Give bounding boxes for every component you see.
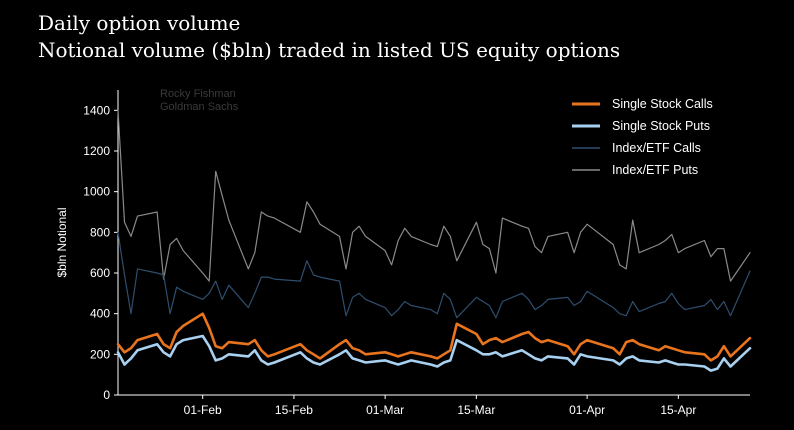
chart-axes: 0 200 400 600 800 1000 1200 1400 01-Feb 15-Feb 01-… <box>55 90 750 417</box>
x-tick-label: 15-Mar <box>457 403 495 417</box>
legend-label: Index/ETF Calls <box>612 141 701 155</box>
chart-legend: Single Stock Calls Single Stock Puts Index… <box>572 97 713 177</box>
x-tick-label: 01-Mar <box>366 403 404 417</box>
legend-label: Index/ETF Puts <box>612 163 698 177</box>
credit-text: Rocky Fishman <box>160 88 236 100</box>
y-tick-label: 800 <box>90 225 110 239</box>
y-axis-label: $bln Notional <box>55 207 69 277</box>
x-tick-label: 01-Apr <box>569 403 605 417</box>
credit-text: Goldman Sachs <box>160 101 239 113</box>
x-tick-label: 15-Apr <box>660 403 696 417</box>
y-tick-label: 1200 <box>83 144 110 158</box>
series-line-index-etf-puts <box>117 109 751 282</box>
y-tick-label: 600 <box>90 266 110 280</box>
y-tick-label: 1400 <box>83 103 110 117</box>
chart-series <box>116 109 752 372</box>
chart-title-block: Daily option volume Notional volume ($bl… <box>38 10 620 64</box>
legend-label: Single Stock Puts <box>612 119 710 133</box>
y-tick-label: 200 <box>90 347 110 361</box>
chart-title: Daily option volume <box>38 11 241 35</box>
x-tick-label: 01-Feb <box>184 403 222 417</box>
x-tick-label: 15-Feb <box>275 403 313 417</box>
series-line-single-stock-puts <box>116 334 752 372</box>
series-line-index-etf-calls <box>117 231 751 319</box>
legend-label: Single Stock Calls <box>612 97 713 111</box>
chart-subtitle: Notional volume ($bln) traded in listed … <box>38 38 621 62</box>
series-line-single-stock-calls <box>116 312 752 362</box>
y-tick-label: 0 <box>103 388 110 402</box>
y-tick-label: 400 <box>90 307 110 321</box>
y-tick-label: 1000 <box>83 185 110 199</box>
